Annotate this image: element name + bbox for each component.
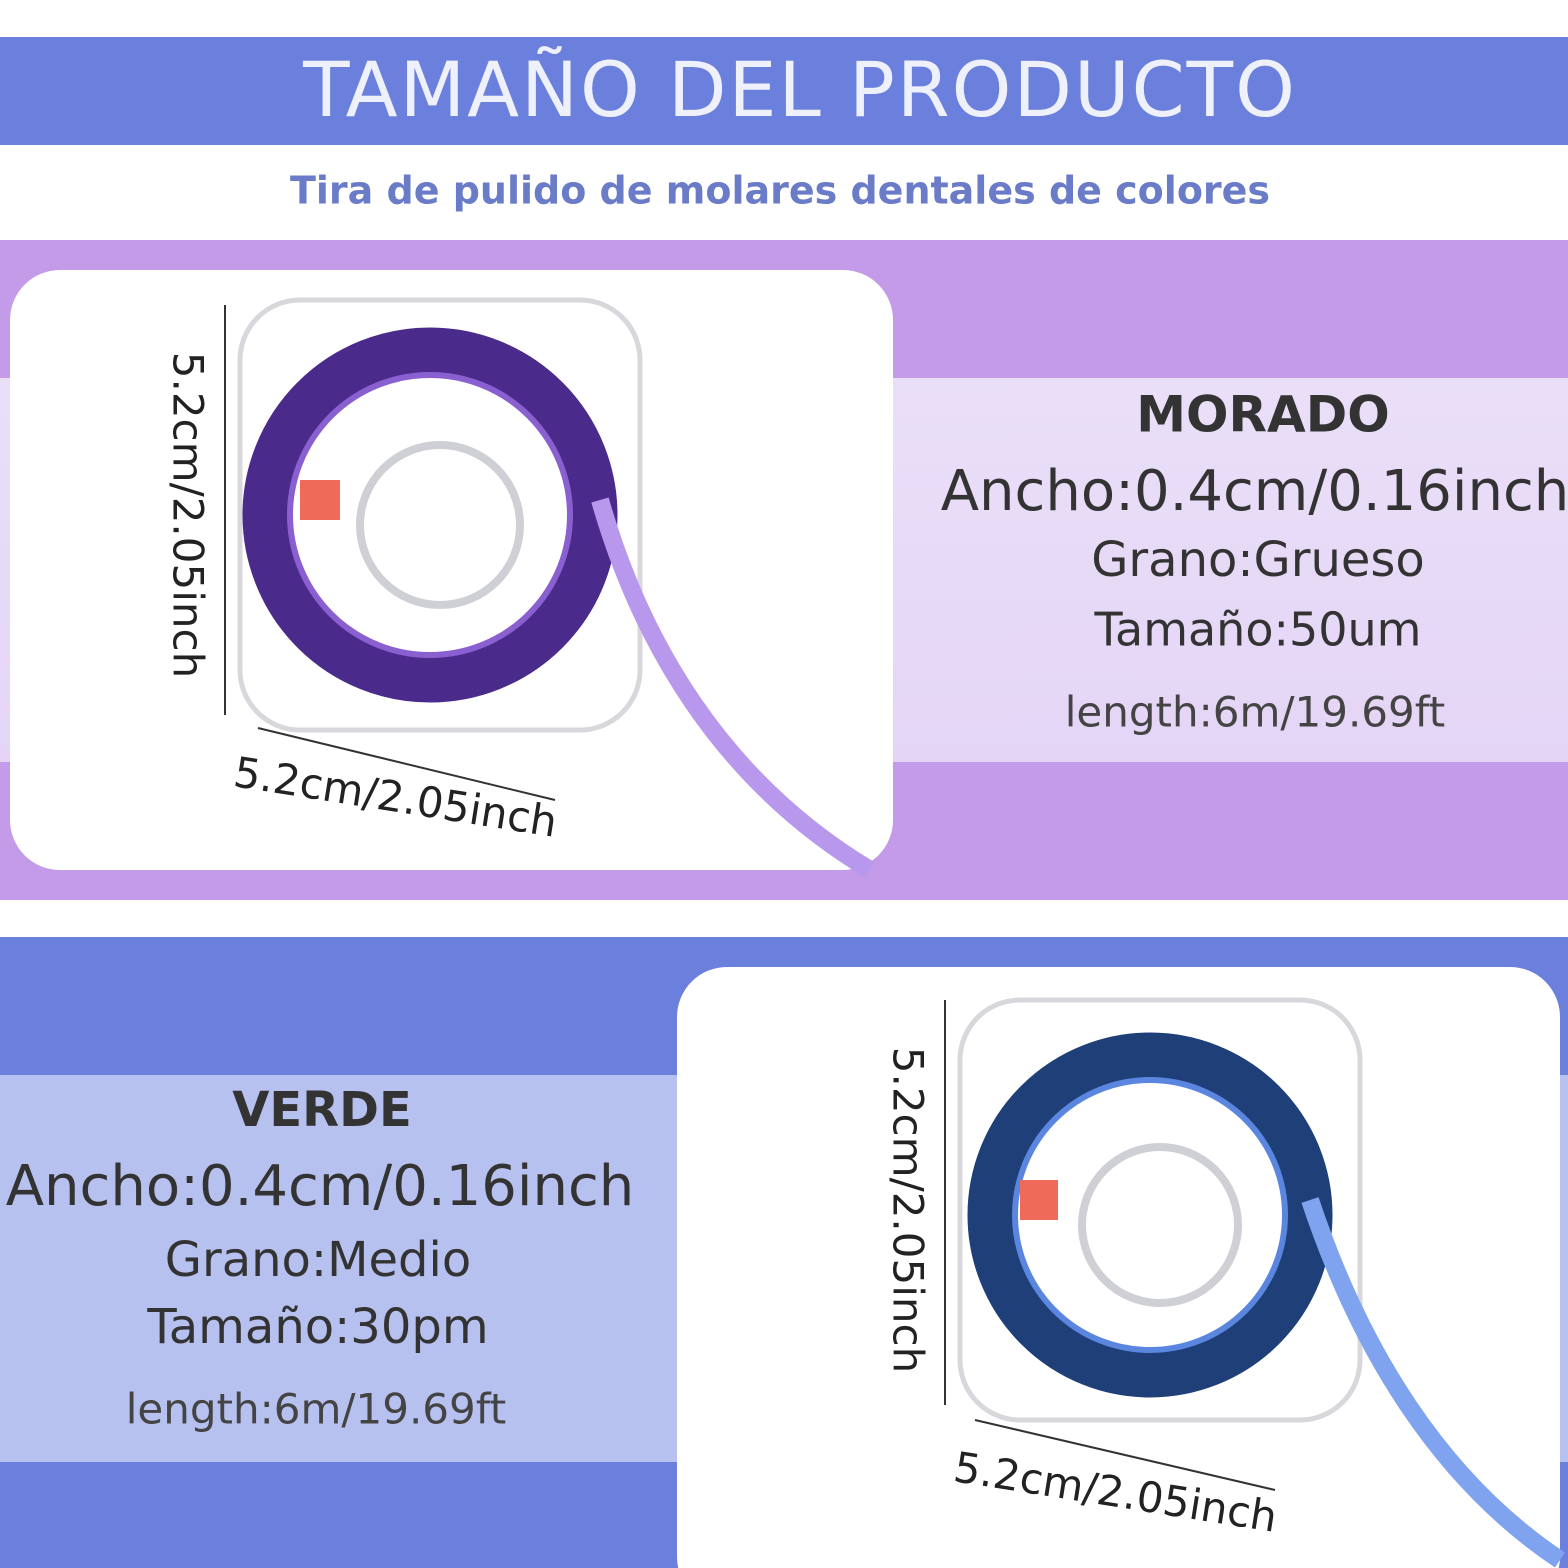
- product-card: [10, 270, 893, 870]
- grain-spec: Grano:Grueso: [1091, 532, 1425, 588]
- height-label: 5.2cm/2.05inch: [884, 1047, 933, 1373]
- color-name: MORADO: [1136, 386, 1389, 444]
- grain-spec: Grano:Medio: [165, 1232, 471, 1288]
- spool-image: [944, 997, 1565, 1568]
- color-name: VERDE: [232, 1082, 412, 1138]
- height-label: 5.2cm/2.05inch: [164, 352, 213, 678]
- subtitle: Tira de pulido de molares dentales de co…: [290, 169, 1270, 213]
- length-spec: length:6m/19.69ft: [126, 1385, 507, 1434]
- size-spec: Tamaño:50um: [1094, 603, 1422, 657]
- width-spec: Ancho:0.4cm/0.16inch: [941, 459, 1568, 524]
- width-spec: Ancho:0.4cm/0.16inch: [6, 1154, 635, 1219]
- title-banner: [0, 37, 1568, 145]
- page-title: TAMAÑO DEL PRODUCTO: [302, 45, 1297, 134]
- length-spec: length:6m/19.69ft: [1065, 688, 1446, 737]
- spool-image: [224, 297, 875, 878]
- size-spec: Tamaño:30pm: [146, 1299, 488, 1355]
- product-card: [677, 967, 1560, 1568]
